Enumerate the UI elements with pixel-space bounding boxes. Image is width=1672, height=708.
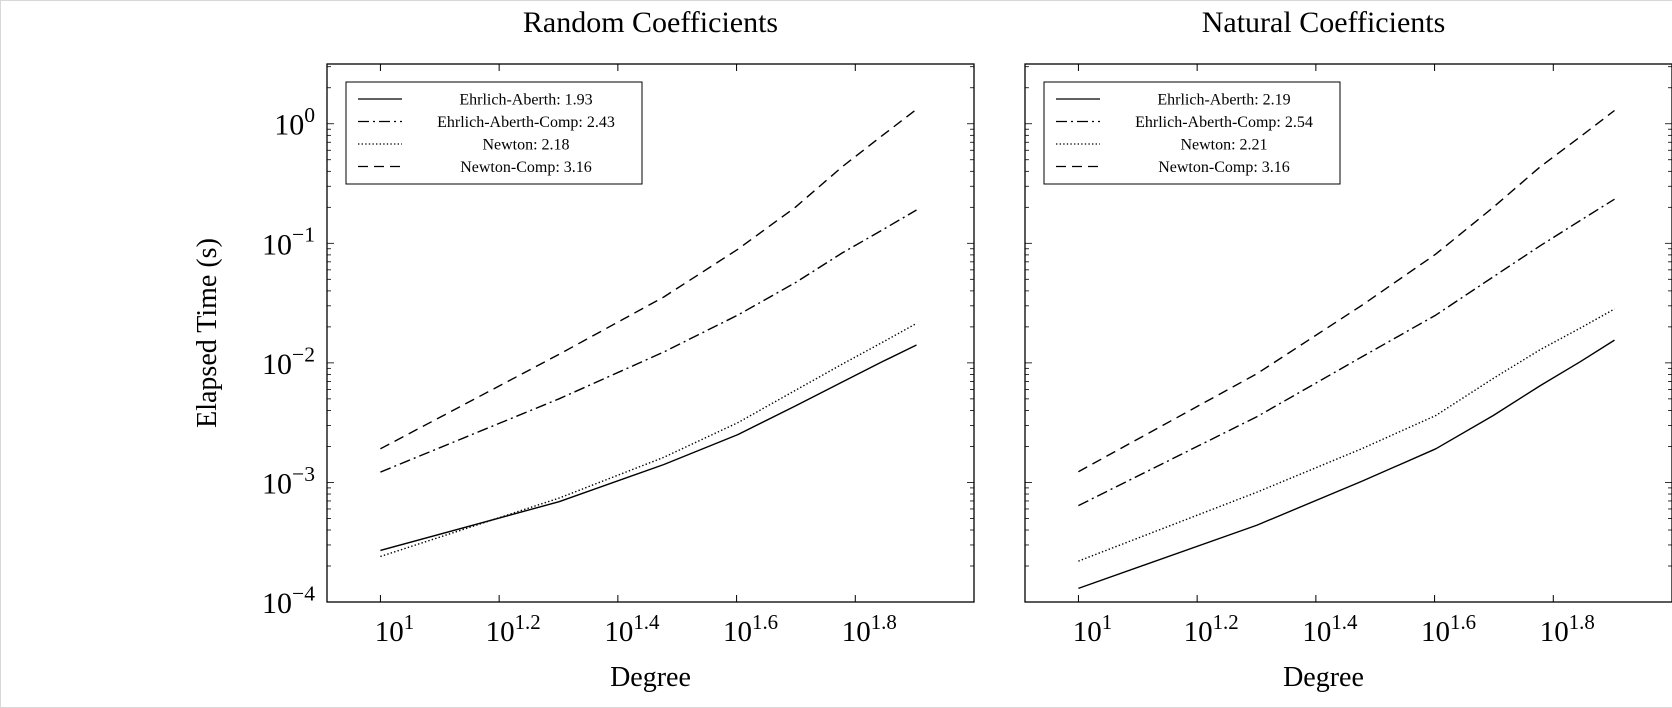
series-line-dashed — [380, 108, 917, 450]
series-line-dashdot — [380, 209, 917, 473]
x-tick-label-base: 10 — [1302, 616, 1331, 648]
x-axis-label: Degree — [1283, 662, 1364, 693]
chart-title: Natural Coefficients — [1202, 6, 1446, 39]
legend: Ehrlich-Aberth: 2.19 Ehrlich-Aberth-Comp:… — [1043, 81, 1341, 185]
x-tick-label: 101.8 — [1540, 610, 1595, 648]
x-tick-label: 101.6 — [723, 610, 778, 648]
x-tick-label-exponent: 1 — [404, 610, 414, 634]
x-tick-label-base: 10 — [723, 616, 752, 648]
plot-area-frame — [1024, 63, 1672, 603]
y-tick-label-base: 10 — [262, 467, 292, 500]
series-line-dotted — [1078, 308, 1615, 562]
x-tick-label: 101.6 — [1421, 610, 1476, 648]
y-tick-label-exponent: −1 — [292, 223, 315, 247]
legend-entry-label: Newton-Comp: 3.16 — [460, 159, 592, 176]
x-tick-label-exponent: 1.2 — [515, 610, 541, 634]
series-line-dotted — [380, 322, 917, 558]
y-tick-label-base: 10 — [274, 109, 304, 142]
legend-entry-label: Ehrlich-Aberth: 1.93 — [459, 92, 592, 109]
chart-panel-1: Random Coefficients Degree Elapsed Time (s… — [192, 6, 975, 693]
x-tick-label-exponent: 1.4 — [633, 610, 660, 634]
y-tick-label: 10−4 — [262, 581, 315, 620]
x-tick-label: 101.8 — [842, 610, 897, 648]
x-tick-label: 101 — [375, 610, 414, 648]
y-tick-label-base: 10 — [262, 348, 292, 381]
y-axis-label: Elapsed Time (s) — [192, 238, 223, 428]
y-tick-label-exponent: 0 — [304, 103, 315, 127]
legend-entry-label: Ehrlich-Aberth-Comp: 2.43 — [437, 114, 615, 131]
series-line-dashdot — [1078, 198, 1615, 507]
x-tick-label-exponent: 1.8 — [871, 610, 897, 634]
legend-entry-label: Newton-Comp: 3.16 — [1158, 159, 1290, 176]
x-tick-label-base: 10 — [1184, 616, 1213, 648]
y-tick-label: 100 — [274, 103, 315, 142]
legend-entry-label: Ehrlich-Aberth-Comp: 2.54 — [1135, 114, 1313, 131]
x-tick-label-exponent: 1 — [1102, 610, 1112, 634]
y-tick-label-exponent: −2 — [292, 342, 315, 366]
x-tick-label-base: 10 — [604, 616, 633, 648]
y-tick-label-base: 10 — [262, 228, 292, 261]
chart-title: Random Coefficients — [523, 6, 778, 39]
x-tick-label: 101 — [1073, 610, 1112, 648]
series-line-solid — [380, 344, 917, 552]
y-tick-label-exponent: −3 — [292, 462, 315, 486]
plot-area-frame — [326, 63, 975, 603]
x-tick-label-base: 10 — [1540, 616, 1569, 648]
legend-entry-label: Ehrlich-Aberth: 2.19 — [1157, 92, 1290, 109]
y-tick-label: 10−2 — [262, 342, 315, 381]
x-tick-label-exponent: 1.8 — [1569, 610, 1595, 634]
legend-entry-label: Newton: 2.18 — [482, 137, 569, 154]
x-tick-label-base: 10 — [1073, 616, 1102, 648]
x-axis-label: Degree — [610, 662, 691, 693]
x-tick-label-base: 10 — [486, 616, 515, 648]
y-tick-label: 10−3 — [262, 462, 315, 501]
y-tick-label: 10−1 — [262, 223, 315, 262]
x-tick-label: 101.4 — [604, 610, 660, 648]
x-tick-label-base: 10 — [375, 616, 404, 648]
y-tick-label-exponent: −4 — [292, 581, 315, 605]
x-tick-label-exponent: 1.4 — [1331, 610, 1358, 634]
series-line-solid — [1078, 339, 1615, 590]
x-tick-label-base: 10 — [1421, 616, 1450, 648]
x-tick-label-base: 10 — [842, 616, 871, 648]
series-line-dashed — [1078, 109, 1615, 473]
x-tick-label-exponent: 1.6 — [752, 610, 778, 634]
x-tick-label: 101.2 — [1184, 610, 1239, 648]
x-tick-label: 101.2 — [486, 610, 541, 648]
legend-entry-label: Newton: 2.21 — [1180, 137, 1267, 154]
x-tick-label: 101.4 — [1302, 610, 1358, 648]
legend: Ehrlich-Aberth: 1.93 Ehrlich-Aberth-Comp:… — [345, 81, 643, 185]
x-tick-label-exponent: 1.2 — [1213, 610, 1239, 634]
y-tick-label-base: 10 — [262, 587, 292, 620]
x-tick-label-exponent: 1.6 — [1450, 610, 1476, 634]
